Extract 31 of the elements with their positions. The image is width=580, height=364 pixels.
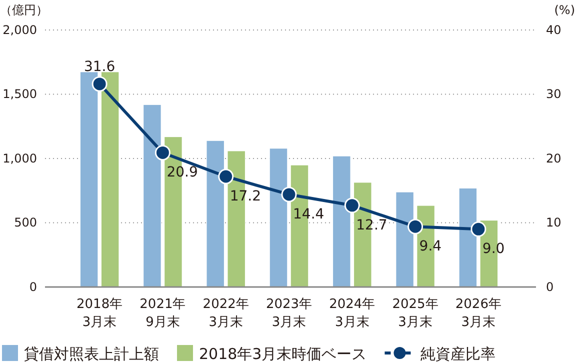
x-tick-label: 2022年 3月末 — [202, 297, 249, 330]
y2-tick-label: 0 — [546, 280, 554, 294]
x-tick-label: 2024年 3月末 — [329, 297, 376, 330]
y-tick-label: 500 — [14, 216, 37, 230]
point — [92, 76, 108, 92]
point — [470, 221, 486, 237]
y2-tick-label: 10 — [546, 216, 562, 230]
point — [218, 168, 234, 184]
point — [408, 218, 424, 234]
data-label: 31.6 — [84, 58, 116, 75]
y-tick-label: 0 — [29, 280, 37, 294]
x-tick-label: 2021年 9月末 — [140, 297, 186, 330]
y-tick-label: 1,000 — [2, 151, 37, 166]
y-tick-label: 1,500 — [2, 87, 37, 102]
y2-tick-label: 30 — [546, 87, 562, 102]
y2-axis-title: (%) — [554, 3, 575, 17]
legend-label: 純資産比率 — [420, 345, 496, 363]
y-axis-title: （億円） — [0, 3, 48, 17]
x-tick-label: 2026年 3月末 — [455, 297, 502, 330]
point — [281, 186, 297, 202]
data-label: 12.7 — [356, 217, 388, 234]
x-tick-label: 2018年 3月末 — [76, 297, 123, 330]
x-tick-label: 2023年 3月末 — [266, 297, 312, 330]
point — [344, 198, 360, 214]
y-tick-label: 2,000 — [2, 22, 37, 37]
legend-label: 貸借対照表上計上額 — [24, 345, 159, 363]
y2-tick-label: 40 — [546, 22, 562, 37]
legend-label: 2018年3月末時価ベース — [199, 345, 367, 363]
point — [154, 144, 170, 160]
y2-tick-label: 20 — [546, 151, 562, 166]
x-tick-label: 2025年 3月末 — [392, 297, 438, 330]
